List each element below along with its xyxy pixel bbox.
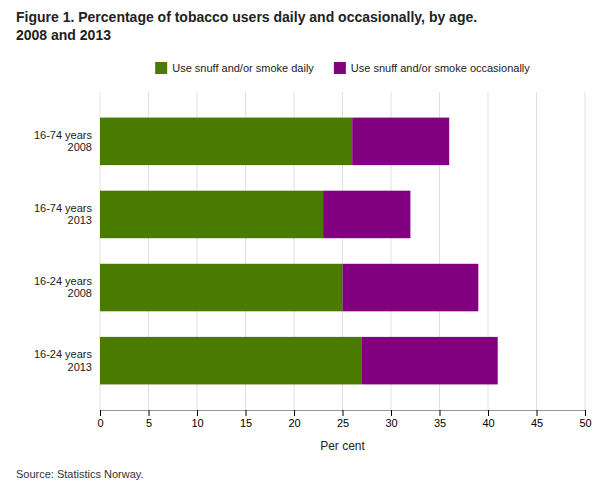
tick-label: 5: [146, 417, 152, 429]
bar: [100, 337, 362, 385]
tick: 30: [385, 410, 397, 429]
tick-label: 15: [240, 417, 252, 429]
tick-mark: [537, 410, 538, 416]
tick: 45: [531, 410, 543, 429]
tick-label: 50: [579, 417, 591, 429]
tick: 16-74 years2013: [34, 202, 93, 227]
legend-label: Use snuff and/or smoke occasionally: [351, 62, 530, 74]
x-axis-title: Per cent: [320, 439, 365, 453]
bar: [362, 337, 498, 385]
subtitle: 2008 and 2013: [16, 27, 111, 43]
tick-label: 16-24 years2008: [34, 275, 93, 300]
bar: [352, 118, 449, 166]
tick-mark: [149, 410, 150, 416]
tick-label: 25: [337, 417, 349, 429]
tick-mark: [197, 410, 198, 416]
tick-label: 16-74 years2008: [34, 129, 93, 154]
legend-swatch: [334, 62, 346, 74]
y-axis: 16-74 years2008 16-74 years2013 16-24 year…: [34, 129, 93, 373]
tick: 50: [579, 410, 591, 429]
legend-label: Use snuff and/or smoke daily: [172, 62, 314, 74]
tick: 15: [240, 410, 252, 429]
tick-mark: [294, 410, 295, 416]
legend-item: Use snuff and/or smoke daily: [155, 62, 314, 74]
tick-label: 16-24 years2013: [34, 348, 93, 373]
tick-mark: [440, 410, 441, 416]
chart: Figure 1. Percentage of tobacco users da…: [0, 0, 610, 488]
title: Figure 1. Percentage of tobacco users da…: [16, 9, 477, 25]
tick-mark: [585, 410, 586, 416]
annotation: Source: Statistics Norway.: [16, 468, 144, 480]
grid: [100, 92, 585, 410]
tick-label: 45: [531, 417, 543, 429]
tick-label: 20: [288, 417, 300, 429]
tick-label: 35: [434, 417, 446, 429]
tick-label: 0: [97, 417, 103, 429]
tick-mark: [391, 410, 392, 416]
bar: [100, 264, 343, 312]
axis-line: [101, 411, 586, 417]
tick: 5: [146, 410, 152, 429]
bar: [100, 191, 323, 239]
legend-item: Use snuff and/or smoke occasionally: [334, 62, 530, 74]
bar: [323, 191, 410, 239]
tick: 0: [97, 410, 103, 429]
bar-series: [100, 118, 362, 385]
grid-line: [536, 92, 537, 410]
bar: [343, 264, 479, 312]
tick-mark: [246, 410, 247, 416]
tick-label: 10: [191, 417, 203, 429]
x-axis: 0 5 10 15 20 25 30 35 40 45 50: [97, 410, 591, 429]
grid-line: [585, 92, 586, 410]
tick: 16-74 years2008: [34, 129, 93, 154]
tick: 16-24 years2008: [34, 275, 93, 300]
tick-label: 30: [385, 417, 397, 429]
tick: 20: [288, 410, 300, 429]
tick: 25: [337, 410, 349, 429]
tick: 10: [191, 410, 203, 429]
bar: [100, 118, 352, 166]
legend-swatch: [155, 62, 167, 74]
tick-label: 40: [482, 417, 494, 429]
tick: 16-24 years2013: [34, 348, 93, 373]
bar-series: [323, 118, 498, 385]
tick-mark: [100, 410, 101, 416]
tick-mark: [343, 410, 344, 416]
bars: [100, 118, 498, 385]
legend: Use snuff and/or smoke daily Use snuff an…: [155, 62, 530, 74]
tick: 40: [482, 410, 494, 429]
tick-mark: [488, 410, 489, 416]
tick: 35: [434, 410, 446, 429]
plot: 0510152025303540455016-74 years200816-74…: [34, 92, 592, 429]
tick-label: 16-74 years2013: [34, 202, 93, 227]
